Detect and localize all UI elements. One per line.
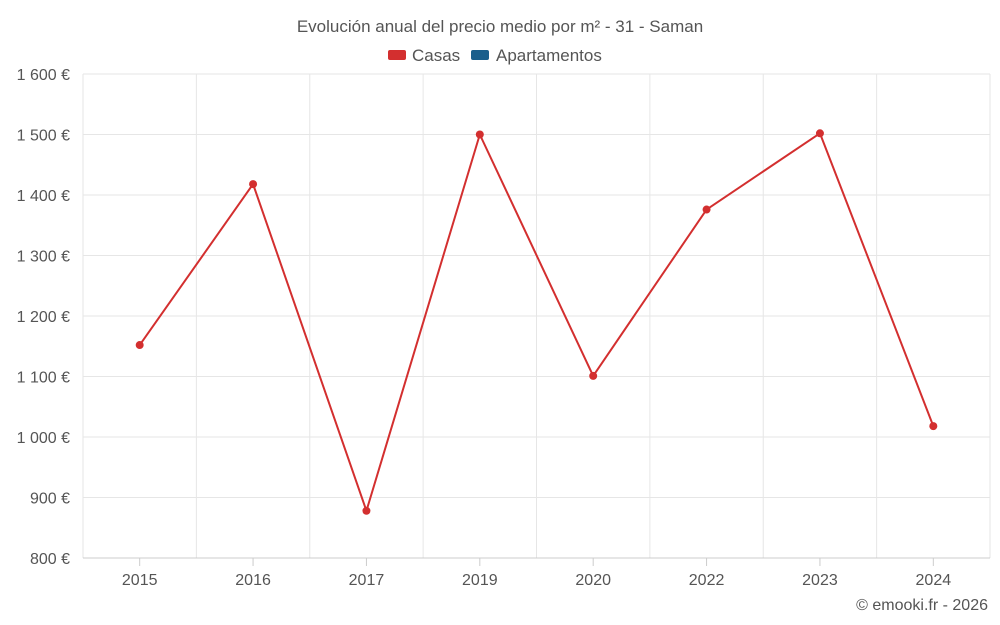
y-axis-ticks: 800 € 900 € 1 000 € 1 100 € 1 200 € 1 300 € 1 … [17, 67, 70, 568]
legend-label-apartamentos: Apartamentos [496, 46, 602, 65]
chart-title: Evolución anual del precio medio por m² … [297, 17, 703, 36]
y-tick-label: 900 € [30, 491, 70, 508]
series-casas [135, 129, 938, 515]
y-tick-label: 1 400 € [17, 188, 70, 205]
data-point[interactable] [589, 371, 598, 380]
x-axis-ticks: 2015 2016 2017 2019 2020 2022 2023 2024 [122, 572, 951, 589]
y-tick-label: 1 000 € [17, 430, 70, 447]
data-point[interactable] [362, 506, 371, 515]
legend-item-apartamentos[interactable]: Apartamentos [471, 46, 602, 65]
x-tick-label: 2023 [802, 572, 838, 589]
data-point[interactable] [135, 341, 144, 350]
data-point[interactable] [702, 205, 711, 214]
data-point[interactable] [929, 422, 938, 431]
legend-swatch-apartamentos [471, 50, 489, 60]
x-tick-label: 2017 [349, 572, 385, 589]
grid [82, 73, 991, 558]
legend-label-casas: Casas [412, 46, 460, 65]
data-point[interactable] [249, 180, 258, 189]
data-point[interactable] [475, 130, 484, 139]
axes [83, 557, 990, 566]
series-line-casas [138, 132, 935, 512]
x-tick-label: 2024 [916, 572, 952, 589]
x-tick-label: 2022 [689, 572, 725, 589]
data-point[interactable] [815, 129, 824, 138]
y-tick-label: 1 100 € [17, 370, 70, 387]
y-tick-label: 1 600 € [17, 67, 70, 84]
x-tick-label: 2020 [575, 572, 611, 589]
y-tick-label: 1 300 € [17, 249, 70, 266]
legend: Casas Apartamentos [388, 46, 602, 65]
y-tick-label: 1 500 € [17, 128, 70, 145]
y-tick-label: 800 € [30, 551, 70, 568]
legend-swatch-casas [388, 50, 406, 60]
x-tick-label: 2015 [122, 572, 158, 589]
x-tick-label: 2019 [462, 572, 498, 589]
legend-item-casas[interactable]: Casas [388, 46, 460, 65]
x-tick-label: 2016 [235, 572, 271, 589]
y-tick-label: 1 200 € [17, 309, 70, 326]
credit-text: © emooki.fr - 2026 [856, 597, 988, 614]
